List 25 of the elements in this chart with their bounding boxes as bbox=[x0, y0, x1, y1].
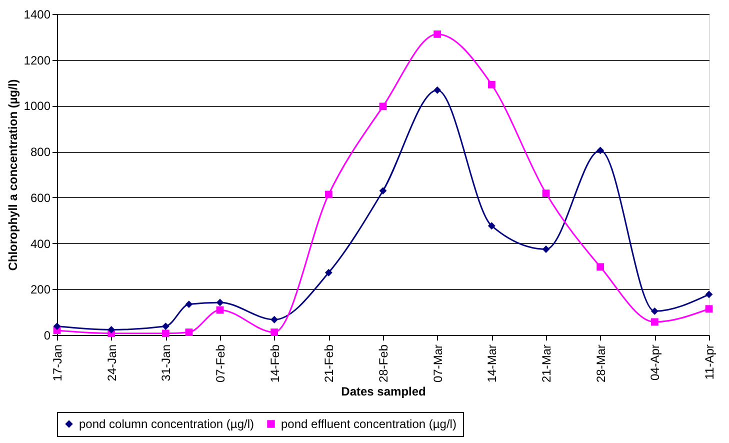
x-tick-label: 17-Jan bbox=[50, 344, 64, 382]
x-tick-label: 04-Apr bbox=[648, 344, 662, 381]
x-tick-label: 24-Jan bbox=[104, 344, 119, 382]
x-tick-label: 11-Apr bbox=[702, 344, 716, 380]
x-tick-label: 28-Mar bbox=[594, 344, 608, 383]
y-tick-label: 1000 bbox=[24, 99, 51, 114]
legend-label: pond column concentration (µg/l) bbox=[79, 417, 254, 431]
y-tick-label: 600 bbox=[30, 190, 51, 205]
x-axis-title: Dates sampled bbox=[341, 384, 426, 399]
y-axis-title: Chlorophyll a concentration (µg/l) bbox=[6, 79, 20, 271]
legend-label: pond effluent concentration (µg/l) bbox=[281, 417, 456, 431]
x-tick-label: 21-Mar bbox=[540, 344, 554, 383]
y-tick-label: 1400 bbox=[24, 8, 51, 22]
y-tick-label: 1200 bbox=[24, 53, 51, 68]
y-tick-label: 0 bbox=[44, 328, 51, 342]
x-tick-label: 31-Jan bbox=[159, 344, 174, 382]
x-tick-label: 07-Feb bbox=[214, 344, 228, 383]
x-tick-label: 14-Mar bbox=[485, 344, 500, 383]
y-tick-label: 400 bbox=[30, 236, 51, 251]
y-tick-label: 800 bbox=[30, 145, 51, 160]
x-tick-label: 07-Mar bbox=[430, 344, 445, 383]
y-tick-label: 200 bbox=[30, 282, 51, 297]
x-tick-label: 14-Feb bbox=[268, 344, 282, 383]
x-tick-label: 28-Feb bbox=[376, 344, 390, 383]
x-tick-label: 21-Feb bbox=[322, 344, 336, 383]
